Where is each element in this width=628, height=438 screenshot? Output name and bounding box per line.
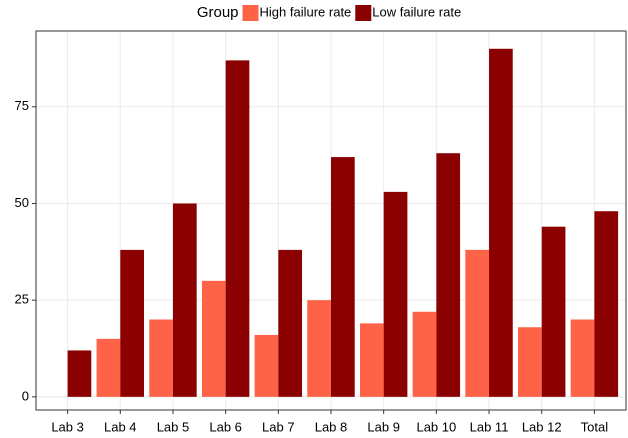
bar (278, 249, 303, 397)
x-tick-label: Lab 5 (157, 419, 190, 434)
bar (172, 203, 197, 397)
y-tick-label: 50 (15, 195, 29, 210)
x-tick-label: Lab 3 (51, 419, 84, 434)
bar (489, 48, 513, 397)
x-tick-label: Lab 7 (262, 419, 295, 434)
legend-label: High failure rate (260, 4, 352, 19)
legend-key (355, 5, 372, 21)
y-tick-label: 25 (15, 292, 29, 307)
bar (518, 327, 542, 397)
x-tick-label: Lab 9 (367, 419, 400, 434)
bar (383, 191, 408, 397)
bar (96, 338, 121, 397)
bar (225, 60, 250, 397)
x-tick-label: Lab 10 (416, 419, 456, 434)
bar (359, 323, 384, 397)
y-tick-label: 75 (15, 98, 29, 113)
bar (541, 226, 566, 397)
plot-border (35, 30, 627, 411)
bar (201, 280, 226, 397)
x-tick-label: Lab 8 (315, 419, 348, 434)
bar (120, 249, 144, 397)
x-tick-label: Lab 4 (104, 419, 137, 434)
legend-label: Low failure rate (372, 4, 461, 19)
bar (254, 334, 279, 397)
bar (149, 319, 173, 397)
bar (465, 249, 490, 397)
bar (307, 300, 331, 397)
bar (331, 157, 355, 397)
bar (412, 311, 437, 397)
x-tick-label: Lab 12 (522, 419, 562, 434)
bar (436, 153, 461, 397)
x-tick-label: Lab 11 (470, 419, 509, 434)
legend-title: Group (197, 4, 239, 21)
y-tick-label: 0 (22, 388, 29, 403)
bar (594, 211, 619, 397)
bar (67, 350, 92, 397)
bar (570, 319, 595, 397)
x-tick-label: Total (581, 419, 609, 434)
x-tick-label: Lab 6 (209, 419, 242, 434)
legend-key (242, 5, 259, 21)
